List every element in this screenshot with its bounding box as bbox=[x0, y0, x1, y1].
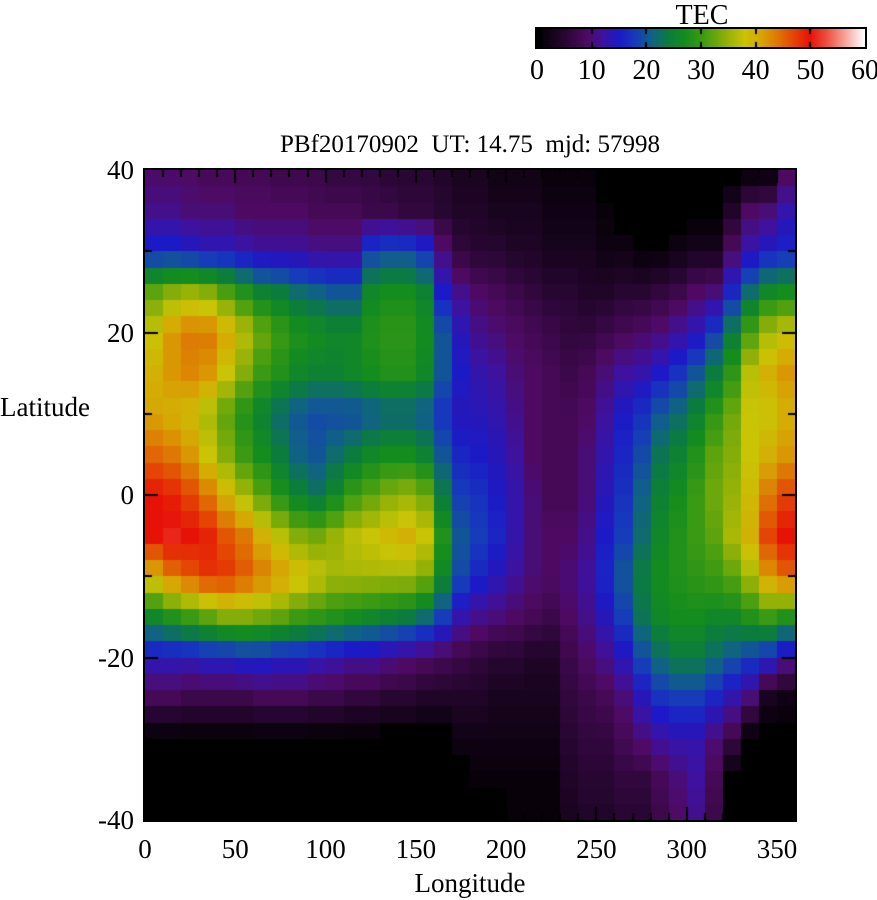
x-tick-label: 50 bbox=[221, 834, 249, 864]
colorbar-tick-label: 50 bbox=[796, 55, 825, 86]
x-tick-label: 100 bbox=[305, 834, 346, 864]
x-tick-label: 250 bbox=[576, 834, 617, 864]
x-tick-label: 350 bbox=[756, 834, 798, 864]
colorbar-gradient bbox=[535, 27, 867, 49]
tec-heatmap bbox=[143, 168, 797, 822]
y-tick-label: -40 bbox=[98, 805, 134, 835]
y-axis-label: Latitude bbox=[0, 392, 90, 422]
colorbar-tick-label: 30 bbox=[687, 55, 715, 86]
colorbar-tick-label: 10 bbox=[577, 55, 606, 86]
colorbar-tick-label: 20 bbox=[632, 55, 661, 86]
y-tick-label: -20 bbox=[98, 642, 134, 673]
x-axis-label: Longitude bbox=[414, 868, 526, 898]
y-tick-label: 0 bbox=[120, 480, 135, 510]
y-tick-label: 20 bbox=[107, 317, 134, 348]
x-tick-label: 0 bbox=[138, 834, 152, 864]
colorbar-title: TEC bbox=[675, 0, 729, 31]
y-tick-label: 40 bbox=[107, 155, 134, 185]
colorbar-tick-label: 0 bbox=[530, 55, 544, 86]
colorbar-tick-label: 40 bbox=[741, 55, 770, 86]
x-tick-label: 150 bbox=[395, 834, 437, 864]
plot-title: PBf20170902 UT: 14.75 mjd: 57998 bbox=[279, 131, 661, 158]
x-tick-label: 300 bbox=[666, 834, 707, 864]
colorbar-tick-label: 60 bbox=[851, 55, 877, 86]
x-tick-label: 200 bbox=[485, 834, 527, 864]
